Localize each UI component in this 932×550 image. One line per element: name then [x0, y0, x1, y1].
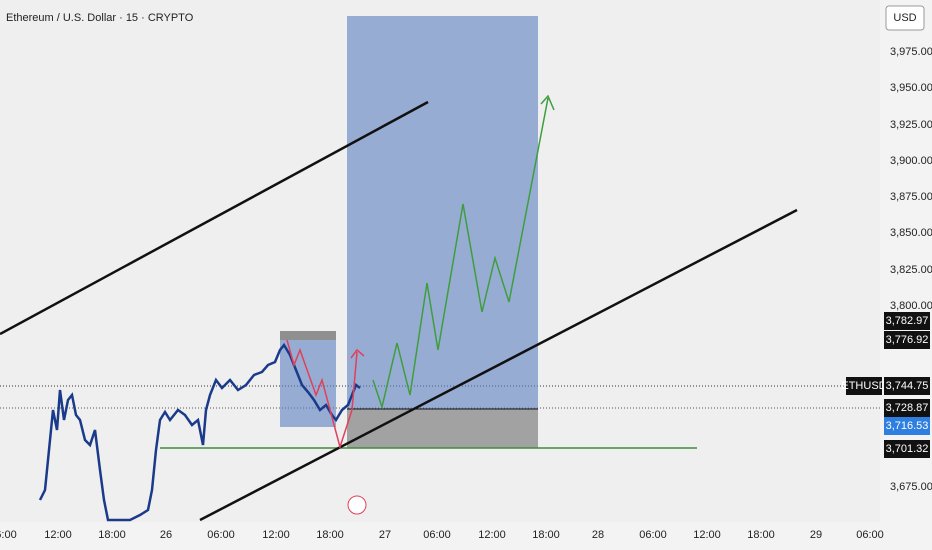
currency: USD [893, 12, 916, 24]
arrow-head [540, 94, 555, 111]
currency-button[interactable] [885, 5, 925, 31]
time-label: 06:00 [423, 529, 451, 541]
event-icon[interactable] [347, 495, 367, 515]
time-label: 18:00 [747, 529, 775, 541]
price-tag-text: 3,716.53 [886, 420, 929, 432]
time-axis: 6:00 12:00 18:00 26 06:00 12:00 18:00 27… [0, 529, 884, 541]
arrow-head [350, 348, 365, 359]
price-label: 3,975.00 [890, 46, 932, 58]
time-label: 18:00 [98, 529, 126, 541]
channel-top [0, 100, 429, 336]
time-label: 06:00 [207, 529, 235, 541]
price-tag [884, 399, 930, 417]
range-top [280, 331, 336, 340]
price-label: 3,925.00 [890, 119, 932, 131]
symbol-tag-text: ETHUSD [841, 380, 886, 392]
time-label: 12:00 [478, 529, 506, 541]
time-label: 29 [810, 529, 822, 541]
price-tag [884, 377, 930, 395]
symbol-title: Ethereum / U.S. Dollar · 15 · CRYPTO [6, 12, 194, 24]
channel-bottom [199, 208, 798, 522]
time-label: 06:00 [639, 529, 667, 541]
time-label: 12:00 [693, 529, 721, 541]
price-label: 3,675.00 [890, 481, 932, 493]
price-tag-text: 3,728.87 [886, 402, 929, 414]
price-tag-text: 3,776.92 [886, 334, 929, 346]
time-label: 27 [379, 529, 391, 541]
time-label: 18:00 [316, 529, 344, 541]
price-axis: 3,975.00 3,950.00 3,925.00 3,900.00 3,87… [890, 46, 932, 493]
price-tag-text: 3,744.75 [886, 380, 929, 392]
price-label: 3,950.00 [890, 82, 932, 94]
time-label: 28 [592, 529, 604, 541]
price-tag-text: 3,701.32 [886, 443, 929, 455]
price-label: 3,850.00 [890, 227, 932, 239]
price-label: 3,900.00 [890, 155, 932, 167]
price-tag [884, 440, 930, 458]
price-label: 3,875.00 [890, 191, 932, 203]
time-scale [0, 522, 880, 550]
time-label: 6:00 [0, 529, 17, 541]
price-tag [884, 331, 930, 349]
price-label: 3,800.00 [890, 300, 932, 312]
price-tag [884, 417, 930, 435]
price-label: 3,825.00 [890, 264, 932, 276]
time-label: 12:00 [262, 529, 290, 541]
price-scale [880, 0, 932, 550]
time-label: 18:00 [532, 529, 560, 541]
price-tag-text: 3,782.97 [886, 315, 929, 327]
time-label: 12:00 [44, 529, 72, 541]
bullish-path [372, 97, 549, 410]
target-zone [347, 16, 538, 409]
time-label: 06:00 [856, 529, 884, 541]
bearish-path [286, 339, 358, 450]
price-candles [38, 342, 361, 522]
price-tag [884, 312, 930, 330]
symbol-tag [846, 377, 882, 395]
time-label: 26 [160, 529, 172, 541]
